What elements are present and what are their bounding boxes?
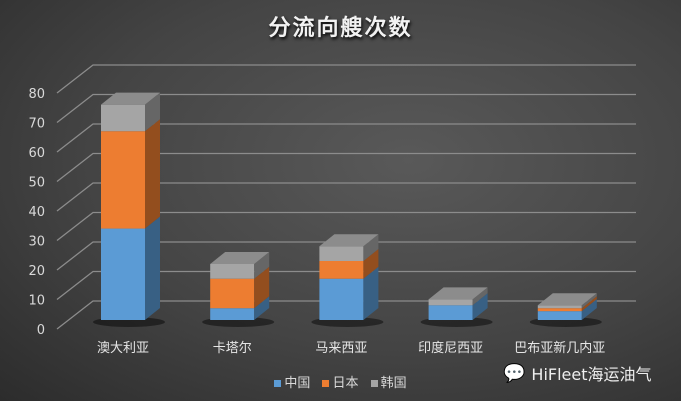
- x-tick-label: 卡塔尔: [213, 341, 252, 356]
- x-tick-label: 澳大利亚: [97, 340, 149, 356]
- legend-label: 日本: [332, 376, 359, 391]
- bar-side-日本: [145, 119, 160, 229]
- bar-side-日本: [363, 249, 379, 279]
- bar-front-韩国: [319, 246, 364, 261]
- bar-front-中国: [101, 228, 145, 320]
- y-tick-label: 50: [28, 176, 45, 191]
- gridline: [56, 123, 636, 153]
- gridline: [56, 211, 636, 242]
- y-tick-label: 80: [28, 87, 45, 102]
- x-tick-label: 印度尼西亚: [418, 340, 483, 356]
- watermark: 💬 HiFleet海运油气: [503, 361, 652, 385]
- y-tick-label: 20: [28, 264, 45, 279]
- bar-side-中国: [145, 216, 160, 320]
- legend-label: 中国: [284, 376, 311, 391]
- bar-side-中国: [363, 266, 379, 320]
- bar-front-日本: [537, 308, 582, 312]
- bar-front-韩国: [428, 299, 473, 306]
- legend-swatch: [274, 380, 282, 387]
- gridline: [56, 182, 636, 212]
- bar-side-韩国: [472, 287, 488, 306]
- bar-side-日本: [254, 266, 270, 309]
- bar-front-日本: [319, 261, 364, 279]
- bar-side-韩国: [254, 251, 270, 279]
- bar-front-日本: [101, 131, 145, 229]
- y-tick-label: 60: [28, 146, 45, 161]
- y-tick-label: 70: [28, 117, 45, 132]
- bar-side-日本: [581, 296, 597, 312]
- legend-swatch: [322, 380, 330, 387]
- bar-side-中国: [254, 296, 270, 320]
- y-tick-label: 40: [28, 205, 45, 220]
- bar-side-韩国: [145, 92, 160, 132]
- bar-front-韩国: [101, 104, 145, 132]
- bar-side-韩国: [581, 293, 597, 309]
- bar-side-韩国: [363, 234, 379, 261]
- x-tick-label: 巴布亚新几内亚: [514, 340, 605, 356]
- bar-side-中国: [581, 299, 597, 320]
- bar-front-中国: [319, 278, 364, 320]
- legend: 中国 日本 韩国: [0, 372, 681, 391]
- bar-top: [319, 234, 379, 247]
- bar-front-韩国: [537, 305, 582, 309]
- bar-top: [101, 92, 160, 105]
- bar-side-中国: [472, 293, 488, 320]
- gridline: [56, 152, 636, 183]
- gridline: [56, 64, 636, 94]
- gridline: [56, 93, 636, 124]
- y-tick-label: 30: [28, 235, 45, 250]
- bar-top: [537, 293, 597, 306]
- legend-item-china: 中国: [274, 376, 310, 391]
- y-tick-label: 10: [28, 294, 45, 309]
- bar-front-中国: [537, 311, 582, 320]
- bar-front-中国: [210, 308, 255, 320]
- x-tick-label: 马来西亚: [315, 341, 367, 356]
- bar-front-韩国: [210, 263, 255, 279]
- bar-front-中国: [428, 305, 473, 320]
- chart-title: 分流向艘次数: [268, 15, 413, 41]
- legend-swatch: [370, 380, 378, 387]
- legend-item-japan: 日本: [322, 376, 359, 391]
- y-tick-label: 0: [37, 323, 45, 338]
- bar-top: [428, 287, 488, 300]
- wechat-icon: 💬: [503, 362, 526, 384]
- gridline: [56, 270, 636, 301]
- bar-top: [210, 251, 270, 264]
- legend-label: 韩国: [380, 376, 407, 391]
- bar-front-日本: [210, 278, 255, 309]
- gridline: [56, 241, 636, 271]
- legend-item-korea: 韩国: [370, 376, 407, 391]
- watermark-text: HiFleet海运油气: [531, 365, 652, 384]
